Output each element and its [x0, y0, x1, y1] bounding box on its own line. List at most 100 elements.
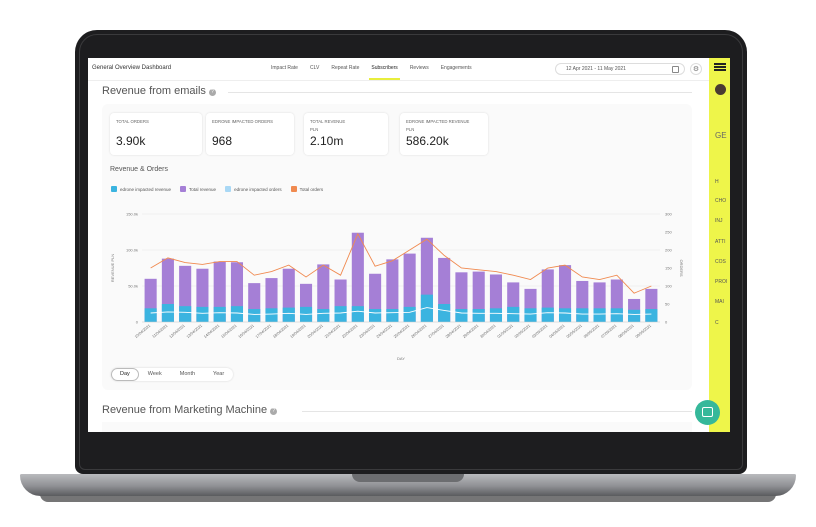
x-tick-label: 26/04/2021 [410, 324, 427, 339]
chat-button[interactable] [695, 400, 720, 425]
x-tick-label: 03/05/2021 [531, 324, 548, 339]
x-tick-label: 01/05/2021 [497, 324, 514, 339]
y2-tick-label: 250 [665, 230, 672, 235]
x-tick-label: 15/04/2021 [220, 324, 237, 339]
laptop-base-shadow [40, 494, 776, 502]
x-tick-label: 02/05/2021 [514, 324, 531, 339]
x-tick-label: 22/04/2021 [341, 324, 358, 339]
y2-tick-label: 150 [665, 266, 672, 271]
kpi-label: TOTAL REVENUE [310, 119, 346, 124]
y-tick-label: 0 [136, 320, 139, 325]
period-week-button[interactable]: Week [147, 371, 162, 377]
line-total-orders [150, 232, 652, 294]
sidebar-item-atti[interactable]: ATTI [715, 239, 726, 245]
bar-impacted-revenue [248, 309, 261, 322]
gear-icon: ⚙ [692, 66, 700, 73]
section-title-emails: Revenue from emails? [102, 85, 216, 97]
bar-impacted-revenue [144, 308, 157, 322]
x-tick-label: 29/04/2021 [462, 324, 479, 339]
legend-item-total-revenue[interactable]: Total revenue [180, 186, 216, 192]
avatar[interactable] [715, 84, 726, 95]
tab-reviews[interactable]: Reviews [409, 65, 429, 71]
y-tick-label: 150.0k [126, 212, 138, 217]
emails-panel: TOTAL ORDERS 3.90k EDRONE IMPACTED ORDER… [102, 104, 692, 390]
tab-subscribers[interactable]: Subscribers [365, 58, 403, 80]
line-impacted-orders [150, 307, 652, 315]
x-tick-label: 14/04/2021 [203, 324, 220, 339]
bar-impacted-revenue [472, 309, 485, 322]
period-day-button[interactable]: Day [111, 368, 139, 381]
period-selector: Day Week Month Year [111, 368, 234, 381]
hamburger-menu-icon[interactable] [714, 63, 726, 71]
divider [228, 92, 692, 93]
bar-impacted-revenue [282, 307, 295, 322]
x-tick-label: 04/05/2021 [549, 324, 566, 339]
kpi-total-revenue: TOTAL REVENUE PLN 2.10m [304, 113, 388, 155]
tab-engagements[interactable]: Engagements [440, 65, 472, 71]
bar-impacted-revenue [317, 309, 330, 322]
kpi-currency: PLN [406, 127, 415, 132]
sidebar-item-inj[interactable]: INJ [715, 218, 723, 224]
bar-total-revenue [317, 264, 330, 322]
bar-impacted-revenue [455, 309, 468, 322]
x-tick-label: 10/04/2021 [134, 324, 151, 339]
help-icon[interactable]: ? [270, 408, 278, 415]
x-tick-label: 21/04/2021 [324, 324, 341, 339]
bar-total-revenue [558, 265, 572, 322]
tab-clv[interactable]: CLV [309, 65, 320, 71]
sidebar: GE H CHO INJ ATTI COS PROI MAI C [709, 58, 730, 432]
sidebar-item-cos[interactable]: COS [715, 259, 726, 265]
bar-impacted-revenue [489, 308, 503, 322]
kpi-value: 586.20k [406, 134, 449, 148]
x-tick-label: 13/04/2021 [186, 324, 203, 339]
next-panel [102, 422, 692, 432]
bar-impacted-revenue [386, 309, 399, 322]
divider [302, 411, 692, 412]
kpi-impacted-orders: EDRONE IMPACTED ORDERS 968 [206, 113, 294, 155]
kpi-label: EDRONE IMPACTED REVENUE [406, 119, 470, 124]
sidebar-item-proi[interactable]: PROI [715, 279, 728, 285]
kpi-impacted-revenue: EDRONE IMPACTED REVENUE PLN 586.20k [400, 113, 488, 155]
x-tick-label: 30/04/2021 [479, 324, 496, 339]
date-range-text: 12 Apr 2021 - 11 May 2021 [566, 66, 626, 72]
x-tick-label: 06/05/2021 [583, 324, 600, 339]
tab-repeat-rate[interactable]: Repeat Rate [331, 65, 360, 71]
bar-total-revenue [386, 259, 399, 322]
bar-impacted-revenue [265, 308, 278, 322]
revenue-orders-chart: 0 50.0k 100.0k 150.0k 0 50 100 150 200 250 300 REVE… [110, 212, 684, 362]
x-tick-label: 20/04/2021 [307, 324, 324, 339]
legend-item-total-orders[interactable]: Total orders [290, 186, 324, 192]
x-tick-label: 12/04/2021 [169, 324, 186, 339]
period-month-button[interactable]: Month [179, 371, 196, 377]
bar-impacted-revenue [593, 308, 606, 322]
sidebar-item-c[interactable]: C [715, 320, 719, 326]
x-tick-label: 08/05/2021 [618, 324, 635, 339]
top-bar: General Overview Dashboard Impact Rate C… [88, 58, 709, 81]
period-year-button[interactable]: Year [213, 371, 225, 377]
y2-tick-label: 300 [665, 212, 672, 217]
settings-button[interactable]: ⚙ [690, 63, 702, 75]
bar-impacted-revenue [161, 304, 174, 322]
kpi-total-orders: TOTAL ORDERS 3.90k [110, 113, 202, 155]
sidebar-item-cho[interactable]: CHO [715, 198, 727, 204]
y-tick-label: 100.0k [126, 248, 138, 253]
tab-bar: Impact Rate CLV Repeat Rate Subscribers … [265, 58, 478, 80]
x-tick-label: 09/05/2021 [635, 324, 652, 339]
bar-impacted-revenue [628, 309, 641, 322]
sidebar-item-mai[interactable]: MAI [715, 299, 724, 305]
bar-impacted-revenue [334, 306, 347, 322]
date-range-picker[interactable]: 12 Apr 2021 - 11 May 2021 [555, 63, 685, 75]
kpi-value: 3.90k [116, 134, 146, 148]
section-title-text: Revenue from emails [102, 85, 206, 97]
bar-impacted-revenue [213, 306, 226, 322]
legend-item-impacted-revenue[interactable]: edrone impacted revenue [111, 186, 171, 192]
bar-impacted-revenue [610, 308, 623, 322]
bar-impacted-revenue [576, 308, 589, 322]
bar-impacted-revenue [179, 306, 192, 322]
legend-label: Total orders [299, 186, 324, 192]
y-tick-label: 50.0k [128, 284, 138, 289]
legend-item-impacted-orders[interactable]: edrone impacted orders [225, 186, 282, 192]
sidebar-item-home[interactable]: H [715, 179, 719, 185]
help-icon[interactable]: ? [208, 89, 216, 96]
tab-impact-rate[interactable]: Impact Rate [271, 65, 298, 71]
